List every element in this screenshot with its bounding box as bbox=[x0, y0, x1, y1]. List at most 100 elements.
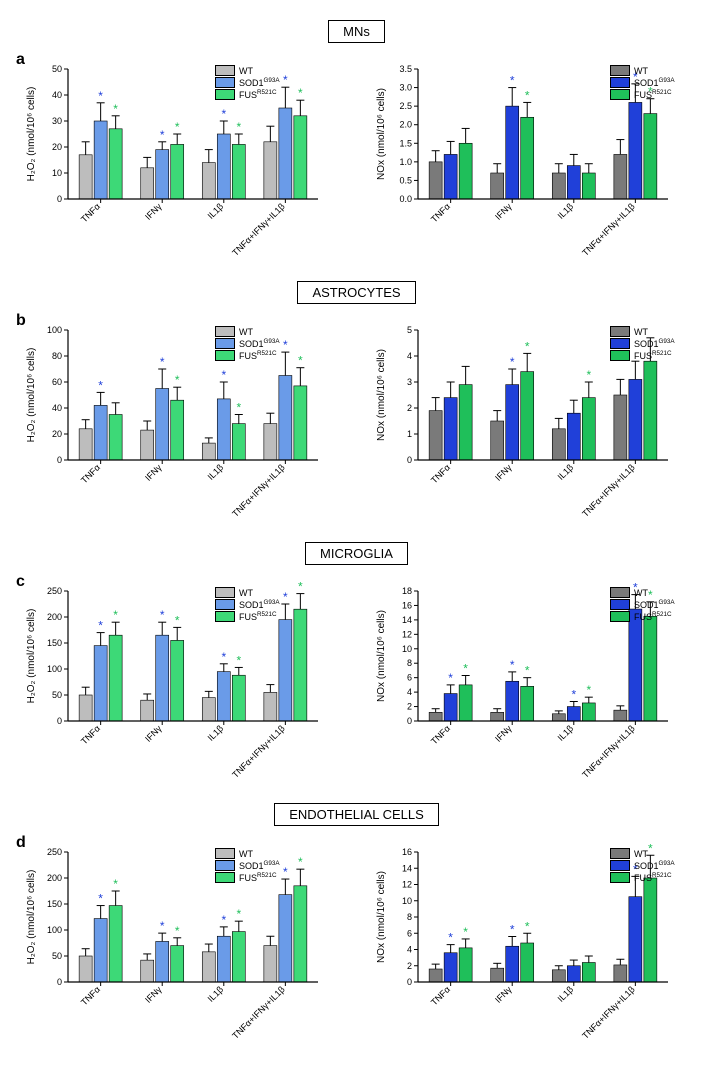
chart-svg: 01020304050**TNFα**IFNγ**IL1β**TNFα+IFNγ… bbox=[20, 57, 340, 267]
legend-label: FUSR521C bbox=[239, 350, 277, 361]
svg-text:TNFα+IFNγ+IL1β: TNFα+IFNγ+IL1β bbox=[580, 462, 637, 519]
svg-text:IL1β: IL1β bbox=[556, 723, 576, 743]
legend-label: WT bbox=[634, 327, 648, 337]
svg-text:0: 0 bbox=[407, 977, 412, 987]
svg-text:2: 2 bbox=[407, 702, 412, 712]
legend-item-FUS: FUSR521C bbox=[610, 350, 675, 361]
svg-text:*: * bbox=[160, 355, 165, 369]
svg-text:*: * bbox=[510, 355, 515, 369]
svg-text:2: 2 bbox=[407, 403, 412, 413]
svg-text:18: 18 bbox=[402, 586, 412, 596]
svg-text:*: * bbox=[160, 919, 165, 933]
legend-label: WT bbox=[634, 849, 648, 859]
legend-label: SOD1G93A bbox=[239, 77, 280, 88]
svg-text:H₂O₂ (nmol/10⁶ cells): H₂O₂ (nmol/10⁶ cells) bbox=[26, 348, 37, 443]
legend: WTSOD1G93AFUSR521C bbox=[215, 587, 280, 623]
svg-text:*: * bbox=[98, 378, 103, 392]
legend-label: FUSR521C bbox=[239, 89, 277, 100]
legend-item-WT: WT bbox=[610, 326, 675, 337]
legend-label: WT bbox=[239, 849, 253, 859]
svg-text:*: * bbox=[586, 368, 591, 382]
svg-text:*: * bbox=[175, 120, 180, 134]
legend-item-SOD1: SOD1G93A bbox=[610, 860, 675, 871]
legend-item-FUS: FUSR521C bbox=[215, 872, 280, 883]
legend-item-FUS: FUSR521C bbox=[215, 350, 280, 361]
svg-text:IL1β: IL1β bbox=[556, 201, 576, 221]
chart-b-left: 020406080100*TNFα**IFNγ**IL1β**TNFα+IFNγ… bbox=[20, 318, 340, 528]
svg-text:14: 14 bbox=[402, 863, 412, 873]
legend-item-FUS: FUSR521C bbox=[215, 89, 280, 100]
svg-text:TNFα: TNFα bbox=[429, 723, 452, 746]
svg-text:H₂O₂ (nmol/10⁶ cells): H₂O₂ (nmol/10⁶ cells) bbox=[26, 870, 37, 965]
svg-text:*: * bbox=[236, 120, 241, 134]
svg-text:*: * bbox=[298, 86, 303, 100]
panel-row-d: d050100150200250**TNFα**IFNγ**IL1β**TNFα… bbox=[20, 840, 693, 1050]
svg-text:4: 4 bbox=[407, 687, 412, 697]
legend-label: FUSR521C bbox=[634, 872, 672, 883]
svg-text:IFNγ: IFNγ bbox=[143, 201, 164, 222]
figure-root: MNsa01020304050**TNFα**IFNγ**IL1β**TNFα+… bbox=[20, 20, 693, 1050]
svg-text:TNFα: TNFα bbox=[79, 984, 102, 1007]
svg-text:12: 12 bbox=[402, 880, 412, 890]
svg-text:*: * bbox=[113, 877, 118, 891]
legend: WTSOD1G93AFUSR521C bbox=[610, 587, 675, 623]
svg-text:TNFα: TNFα bbox=[429, 201, 452, 224]
legend: WTSOD1G93AFUSR521C bbox=[610, 848, 675, 884]
svg-text:IFNγ: IFNγ bbox=[143, 984, 164, 1005]
legend-item-SOD1: SOD1G93A bbox=[215, 338, 280, 349]
svg-text:100: 100 bbox=[47, 664, 62, 674]
chart-a-right: 0.00.51.01.52.02.53.03.5TNFα**IFNγIL1β**… bbox=[370, 57, 690, 267]
svg-text:H₂O₂ (nmol/10⁶ cells): H₂O₂ (nmol/10⁶ cells) bbox=[26, 87, 37, 182]
svg-text:*: * bbox=[463, 925, 468, 939]
legend-label: WT bbox=[634, 66, 648, 76]
svg-text:150: 150 bbox=[47, 638, 62, 648]
svg-text:*: * bbox=[448, 671, 453, 685]
legend-item-WT: WT bbox=[610, 848, 675, 859]
svg-text:IL1β: IL1β bbox=[556, 462, 576, 482]
legend-item-FUS: FUSR521C bbox=[610, 89, 675, 100]
svg-text:IFNγ: IFNγ bbox=[493, 462, 514, 483]
svg-text:TNFα+IFNγ+IL1β: TNFα+IFNγ+IL1β bbox=[230, 984, 287, 1041]
svg-text:8: 8 bbox=[407, 658, 412, 668]
svg-text:0: 0 bbox=[57, 716, 62, 726]
legend: WTSOD1G93AFUSR521C bbox=[610, 65, 675, 101]
chart-c-left: 050100150200250**TNFα**IFNγ**IL1β**TNFα+… bbox=[20, 579, 340, 789]
svg-text:100: 100 bbox=[47, 925, 62, 935]
svg-text:IL1β: IL1β bbox=[206, 984, 226, 1004]
svg-text:*: * bbox=[221, 107, 226, 121]
legend-label: FUSR521C bbox=[239, 611, 277, 622]
svg-text:*: * bbox=[525, 919, 530, 933]
legend-item-SOD1: SOD1G93A bbox=[215, 860, 280, 871]
svg-text:2: 2 bbox=[407, 961, 412, 971]
svg-text:30: 30 bbox=[52, 116, 62, 126]
svg-text:14: 14 bbox=[402, 615, 412, 625]
svg-text:10: 10 bbox=[402, 896, 412, 906]
svg-text:5: 5 bbox=[407, 325, 412, 335]
svg-text:16: 16 bbox=[402, 847, 412, 857]
svg-text:*: * bbox=[448, 931, 453, 945]
panel-row-a: a01020304050**TNFα**IFNγ**IL1β**TNFα+IFN… bbox=[20, 57, 693, 267]
svg-text:*: * bbox=[283, 73, 288, 87]
legend-label: WT bbox=[634, 588, 648, 598]
svg-text:250: 250 bbox=[47, 847, 62, 857]
panel-title-a: MNs bbox=[328, 20, 385, 43]
svg-text:IFNγ: IFNγ bbox=[493, 723, 514, 744]
svg-text:*: * bbox=[510, 923, 515, 937]
svg-text:50: 50 bbox=[52, 690, 62, 700]
svg-text:*: * bbox=[221, 368, 226, 382]
legend-item-SOD1: SOD1G93A bbox=[610, 599, 675, 610]
legend-item-WT: WT bbox=[215, 65, 280, 76]
svg-text:NOx (nmol/10⁶ cells): NOx (nmol/10⁶ cells) bbox=[376, 349, 387, 441]
legend: WTSOD1G93AFUSR521C bbox=[215, 848, 280, 884]
svg-text:IFNγ: IFNγ bbox=[493, 201, 514, 222]
svg-text:TNFα: TNFα bbox=[79, 201, 102, 224]
svg-text:6: 6 bbox=[407, 673, 412, 683]
legend: WTSOD1G93AFUSR521C bbox=[215, 326, 280, 362]
svg-text:NOx (nmol/10⁶ cells): NOx (nmol/10⁶ cells) bbox=[376, 871, 387, 963]
svg-text:H₂O₂ (nmol/10⁶ cells): H₂O₂ (nmol/10⁶ cells) bbox=[26, 609, 37, 704]
svg-text:NOx (nmol/10⁶ cells): NOx (nmol/10⁶ cells) bbox=[376, 88, 387, 180]
svg-text:*: * bbox=[236, 401, 241, 415]
svg-text:2.0: 2.0 bbox=[399, 120, 412, 130]
svg-text:IL1β: IL1β bbox=[206, 201, 226, 221]
svg-text:IFNγ: IFNγ bbox=[143, 462, 164, 483]
